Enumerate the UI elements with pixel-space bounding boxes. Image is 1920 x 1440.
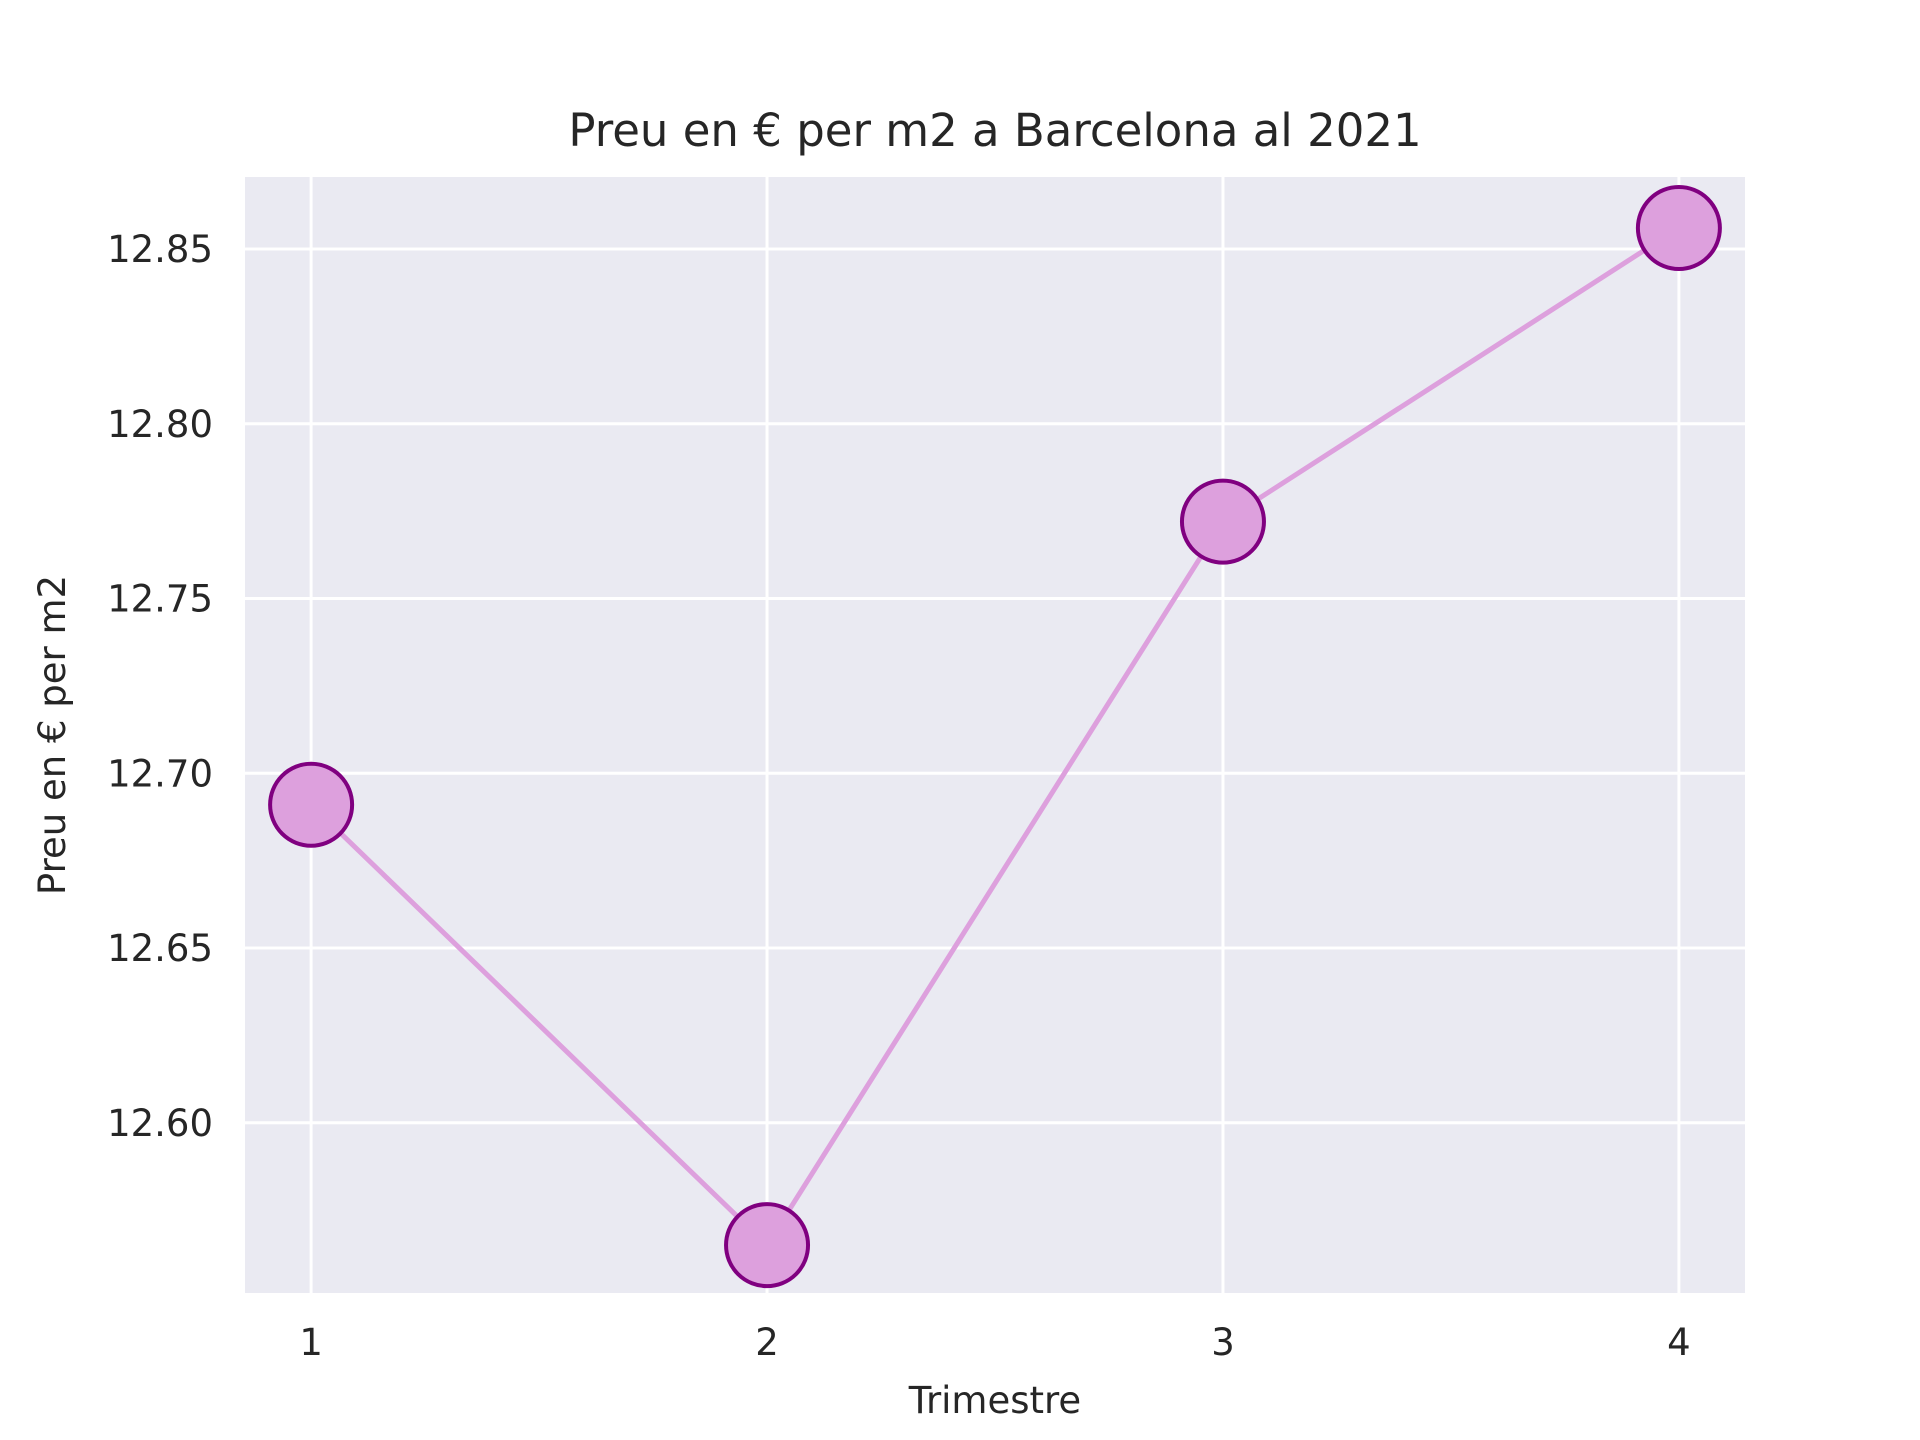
plot-area	[245, 177, 1745, 1293]
y-tick-label: 12.60	[107, 1102, 213, 1145]
data-point-marker	[1635, 185, 1722, 272]
y-tick-label: 12.85	[107, 228, 213, 271]
grid-lines	[245, 177, 1745, 1293]
y-tick-label: 12.75	[107, 578, 213, 621]
series-line	[309, 225, 1681, 1250]
data-point-markers	[268, 185, 1722, 1289]
chart-title: Preu en € per m2 a Barcelona al 2021	[568, 104, 1421, 157]
x-tick-label: 3	[1211, 1321, 1235, 1364]
y-tick-label: 12.80	[107, 403, 213, 446]
data-point-marker	[724, 1202, 811, 1289]
data-point-marker	[1179, 478, 1266, 565]
x-axis-label: Trimestre	[908, 1379, 1081, 1422]
x-tick-label: 2	[755, 1321, 779, 1364]
x-tick-label: 1	[299, 1321, 323, 1364]
y-tick-labels: 12.60 12.65 12.70 12.75 12.80 12.85	[107, 228, 213, 1145]
x-tick-labels: 1 2 3 4	[299, 1321, 1690, 1364]
x-tick-label: 4	[1667, 1321, 1691, 1364]
y-tick-label: 12.70	[107, 752, 213, 795]
y-axis-label: Preu en € per m2	[31, 575, 74, 895]
y-tick-label: 12.65	[107, 927, 213, 970]
data-point-marker	[268, 761, 355, 848]
